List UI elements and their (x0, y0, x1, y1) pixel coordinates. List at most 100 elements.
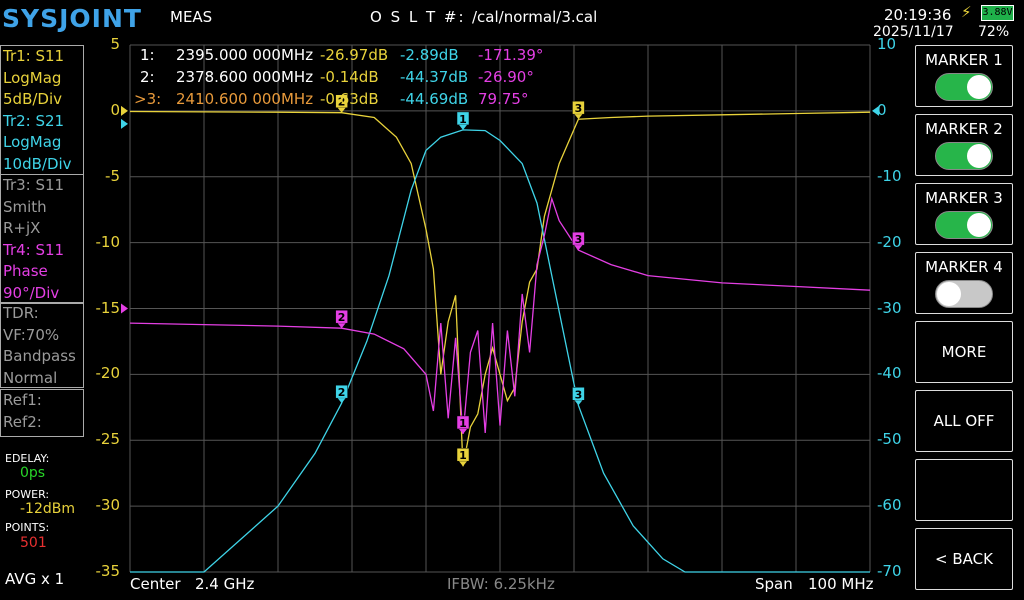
more-button[interactable]: MORE (915, 321, 1013, 383)
marker2-toggle[interactable] (935, 142, 993, 170)
marker1-label: MARKER 1 (925, 51, 1003, 69)
marker2-s11-tag-pointer (337, 107, 346, 113)
marker4-button[interactable]: MARKER 4 (915, 252, 1013, 314)
trace1-format[interactable]: LogMag (3, 68, 62, 87)
left-axis-tick: 0 (110, 100, 120, 119)
trace-group-3-4: Tr3: S11 Smith R+jX Tr4: S11 Phase 90°/D… (0, 174, 84, 304)
trace1-s11-logmag-line (129, 110, 871, 467)
marker3-readout-s11: -0.63dB (320, 90, 379, 108)
left-axis-tick: -30 (95, 496, 121, 515)
marker2-readout-phase: -26.90° (478, 68, 534, 86)
marker1-s21-tag-number: 1 (459, 113, 467, 126)
marker1-readout-s21: -2.89dB (400, 46, 459, 64)
marker3-button[interactable]: MARKER 3 (915, 183, 1013, 245)
all-off-button[interactable]: ALL OFF (915, 390, 1013, 452)
marker1-phase-tag-number: 1 (459, 417, 467, 430)
trace2-scale[interactable]: 10dB/Div (3, 154, 72, 173)
right-axis-tick: 0 (877, 100, 887, 119)
trace1-line1[interactable]: Tr1: S11 (3, 47, 65, 65)
marker3-s11-tag-pointer (574, 114, 583, 120)
tdr-vf: VF:70% (3, 325, 60, 344)
marker2-s21-tag-number: 2 (338, 386, 346, 399)
left-axis-tick: -25 (95, 430, 121, 449)
battery-voltage: 3.88V (982, 7, 1013, 18)
ref1-label: Ref1: (3, 391, 42, 409)
trace4-ref-arrow-icon (121, 303, 128, 314)
trace3-format[interactable]: Smith (3, 197, 47, 216)
center-label[interactable]: Center (130, 575, 181, 593)
ref-box[interactable]: Ref1: Ref2: (0, 389, 84, 437)
ref2-label: Ref2: (3, 412, 42, 431)
marker3-readout-prefix: >3: (134, 90, 162, 108)
battery-icon: 3.88V (981, 5, 1014, 21)
trace3-line1[interactable]: Tr3: S11 (3, 176, 65, 194)
more-label: MORE (941, 343, 987, 361)
right-axis-tick: -70 (877, 562, 902, 580)
cal-file-path[interactable]: /cal/normal/3.cal (472, 8, 598, 26)
marker2-readout-prefix: 2: (140, 68, 155, 86)
marker2-label: MARKER 2 (925, 120, 1003, 138)
marker4-label: MARKER 4 (925, 258, 1003, 276)
marker3-toggle[interactable] (935, 211, 993, 239)
trace2-line1[interactable]: Tr2: S21 (3, 111, 65, 130)
trace1-scale[interactable]: 5dB/Div (3, 90, 63, 108)
tdr-mode: Bandpass (3, 347, 76, 365)
right-axis-tick: -20 (877, 232, 902, 251)
marker3-readout-freq: 2410.600 000MHz (176, 90, 314, 108)
marker1-button[interactable]: MARKER 1 (915, 45, 1013, 107)
left-axis-tick: 5 (110, 35, 120, 53)
marker2-s11-tag-number: 2 (338, 96, 346, 109)
back-label: < BACK (935, 550, 993, 568)
charging-bolt-icon: ⚡ (961, 3, 972, 21)
empty-button[interactable] (915, 459, 1013, 521)
trace4-scale[interactable]: 90°/Div (3, 283, 60, 302)
marker3-readout-phase: 79.75° (478, 90, 529, 108)
meas-label[interactable]: MEAS (170, 8, 213, 26)
right-axis-tick: 10 (877, 35, 897, 53)
marker3-readout-s21: -44.69dB (400, 90, 469, 108)
edelay-label: EDELAY: (5, 452, 50, 465)
trace2-left-ref-arrow-icon (121, 118, 128, 129)
edelay-value[interactable]: 0ps (20, 465, 46, 481)
right-axis-tick: -50 (877, 430, 902, 449)
marker2-phase-tag-pointer (337, 323, 346, 329)
marker2-button[interactable]: MARKER 2 (915, 114, 1013, 176)
left-axis-tick: -35 (95, 562, 121, 580)
trace4-format[interactable]: Phase (3, 262, 48, 280)
marker3-label: MARKER 3 (925, 189, 1003, 207)
trace4-line1[interactable]: Tr4: S11 (3, 240, 65, 259)
marker1-readout-phase: -171.39° (478, 46, 544, 64)
tdr-box[interactable]: TDR: VF:70% Bandpass Normal (0, 302, 84, 388)
points-value[interactable]: 501 (20, 535, 47, 551)
marker1-toggle[interactable] (935, 73, 993, 101)
brand-logo: SYSJOINT (2, 4, 142, 33)
back-button[interactable]: < BACK (915, 528, 1013, 590)
marker4-toggle[interactable] (935, 280, 993, 308)
span-label[interactable]: Span (755, 575, 793, 593)
center-value[interactable]: 2.4 GHz (195, 575, 255, 593)
marker1-readout-s11: -26.97dB (320, 46, 389, 64)
power-value[interactable]: -12dBm (20, 501, 75, 517)
marker2-s21-tag-pointer (337, 398, 346, 404)
trace1-ref-arrow-icon (121, 105, 128, 116)
trace2-format[interactable]: LogMag (3, 133, 62, 151)
marker1-s11-tag-pointer (459, 461, 467, 467)
oslt-label: O S L T #: (370, 8, 466, 26)
clock-date: 2025/11/17 (873, 24, 954, 40)
ifbw-label[interactable]: IFBW: 6.25kHz (447, 575, 555, 593)
marker2-readout-freq: 2378.600 000MHz (176, 68, 314, 86)
trace2-s21-logmag-line (130, 129, 870, 573)
left-axis-tick: -20 (95, 364, 121, 383)
marker1-s11-tag-number: 1 (459, 449, 467, 462)
marker3-s11-tag-number: 3 (575, 102, 583, 115)
marker1-readout-prefix: 1: (140, 46, 155, 64)
marker2-readout-s21: -44.37dB (400, 68, 469, 86)
avg-label[interactable]: AVG x 1 (5, 570, 65, 588)
trace4-s11-phase-line (129, 196, 871, 434)
span-value[interactable]: 100 MHz (808, 575, 874, 593)
trace2-ref-arrow-icon (872, 105, 879, 116)
power-label: POWER: (5, 488, 50, 501)
trace3-scale[interactable]: R+jX (3, 219, 41, 237)
marker3-phase-tag-pointer (574, 245, 583, 251)
